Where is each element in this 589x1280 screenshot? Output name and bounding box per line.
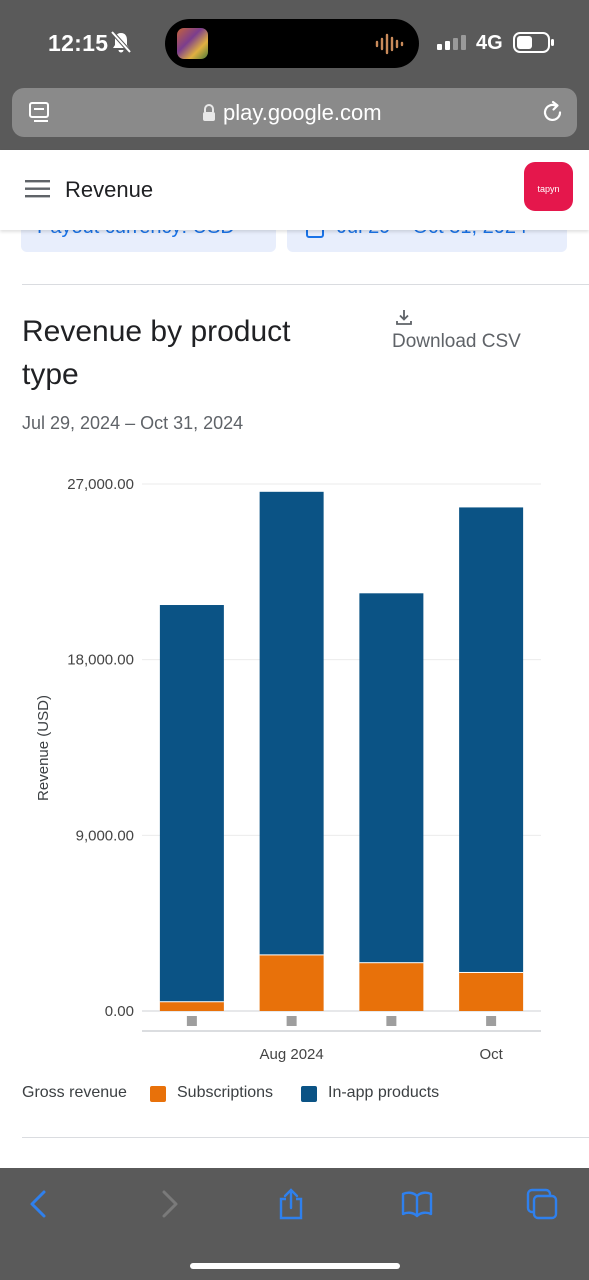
bar-in-app-products xyxy=(259,491,324,955)
y-tick-label: 0.00 xyxy=(105,1003,134,1020)
bar-segment-separator xyxy=(359,961,424,964)
reload-icon[interactable] xyxy=(540,100,565,125)
category-marker xyxy=(186,1016,197,1026)
forward-icon[interactable] xyxy=(152,1188,184,1220)
page-title: Revenue xyxy=(65,177,154,202)
bar-in-app-products xyxy=(159,605,224,1002)
audio-waveform-icon xyxy=(375,33,404,55)
hamburger-menu-icon[interactable] xyxy=(25,180,50,198)
reader-mode-icon[interactable] xyxy=(28,101,50,125)
chart-date-range: Jul 29, 2024 – Oct 31, 2024 xyxy=(22,413,244,433)
dynamic-island xyxy=(165,19,419,68)
y-axis-label: Revenue (USD) xyxy=(35,695,52,801)
browser-toolbar: play.google.com xyxy=(0,84,589,150)
cellular-signal-icon xyxy=(437,35,466,50)
bar-subscriptions xyxy=(359,962,424,1011)
address-bar[interactable]: play.google.com xyxy=(12,88,577,137)
legend-label-in-app-products: In-app products xyxy=(328,1084,440,1101)
network-type: 4G xyxy=(476,32,503,54)
section-divider-bottom xyxy=(22,1137,589,1138)
legend-title: Gross revenue xyxy=(22,1084,127,1101)
y-tick-label: 18,000.00 xyxy=(67,652,134,669)
status-time: 12:15 xyxy=(48,30,109,56)
home-indicator xyxy=(190,1263,400,1269)
category-marker xyxy=(486,1016,497,1026)
silent-bell-icon xyxy=(110,30,132,54)
legend-label-subscriptions: Subscriptions xyxy=(177,1084,274,1101)
bar-in-app-products xyxy=(459,507,524,972)
bar-subscriptions xyxy=(159,1001,224,1011)
download-csv-label: Download CSV xyxy=(392,331,521,352)
section-divider xyxy=(22,284,589,285)
x-tick-label: Aug 2024 xyxy=(260,1046,324,1063)
bar-in-app-products xyxy=(359,593,424,963)
bookmarks-icon[interactable] xyxy=(401,1188,433,1220)
share-icon[interactable] xyxy=(275,1188,307,1220)
y-tick-label: 27,000.00 xyxy=(67,476,134,493)
lock-icon xyxy=(203,104,215,121)
battery-icon xyxy=(513,32,554,53)
bar-subscriptions xyxy=(259,954,324,1011)
download-csv-button[interactable]: Download CSV xyxy=(392,306,542,356)
app-logo-text: tapyn xyxy=(537,184,560,194)
bar-subscriptions xyxy=(459,971,524,1011)
download-icon xyxy=(396,310,412,325)
y-tick-label: 9,000.00 xyxy=(76,827,134,844)
card-title: Revenue by product type xyxy=(22,315,291,391)
status-bar: 12:15 4G xyxy=(0,0,589,84)
category-marker xyxy=(286,1016,297,1026)
now-playing-artwork xyxy=(177,28,208,59)
x-tick-label: Oct xyxy=(479,1046,503,1063)
tabs-overview-icon[interactable] xyxy=(526,1188,558,1220)
app-bar: Revenue tapyn xyxy=(0,150,589,230)
revenue-bar-chart: 0.00 9,000.00 18,000.00 27,000.00 Revenue (U… xyxy=(35,476,541,1063)
category-marker xyxy=(386,1016,397,1026)
app-logo[interactable]: tapyn xyxy=(524,162,573,211)
url-text[interactable]: play.google.com xyxy=(223,100,382,125)
browser-bottom-bar xyxy=(0,1168,589,1280)
legend-swatch-subscriptions xyxy=(150,1086,166,1102)
back-icon[interactable] xyxy=(24,1188,56,1220)
legend-swatch-in-app-products xyxy=(301,1086,317,1102)
